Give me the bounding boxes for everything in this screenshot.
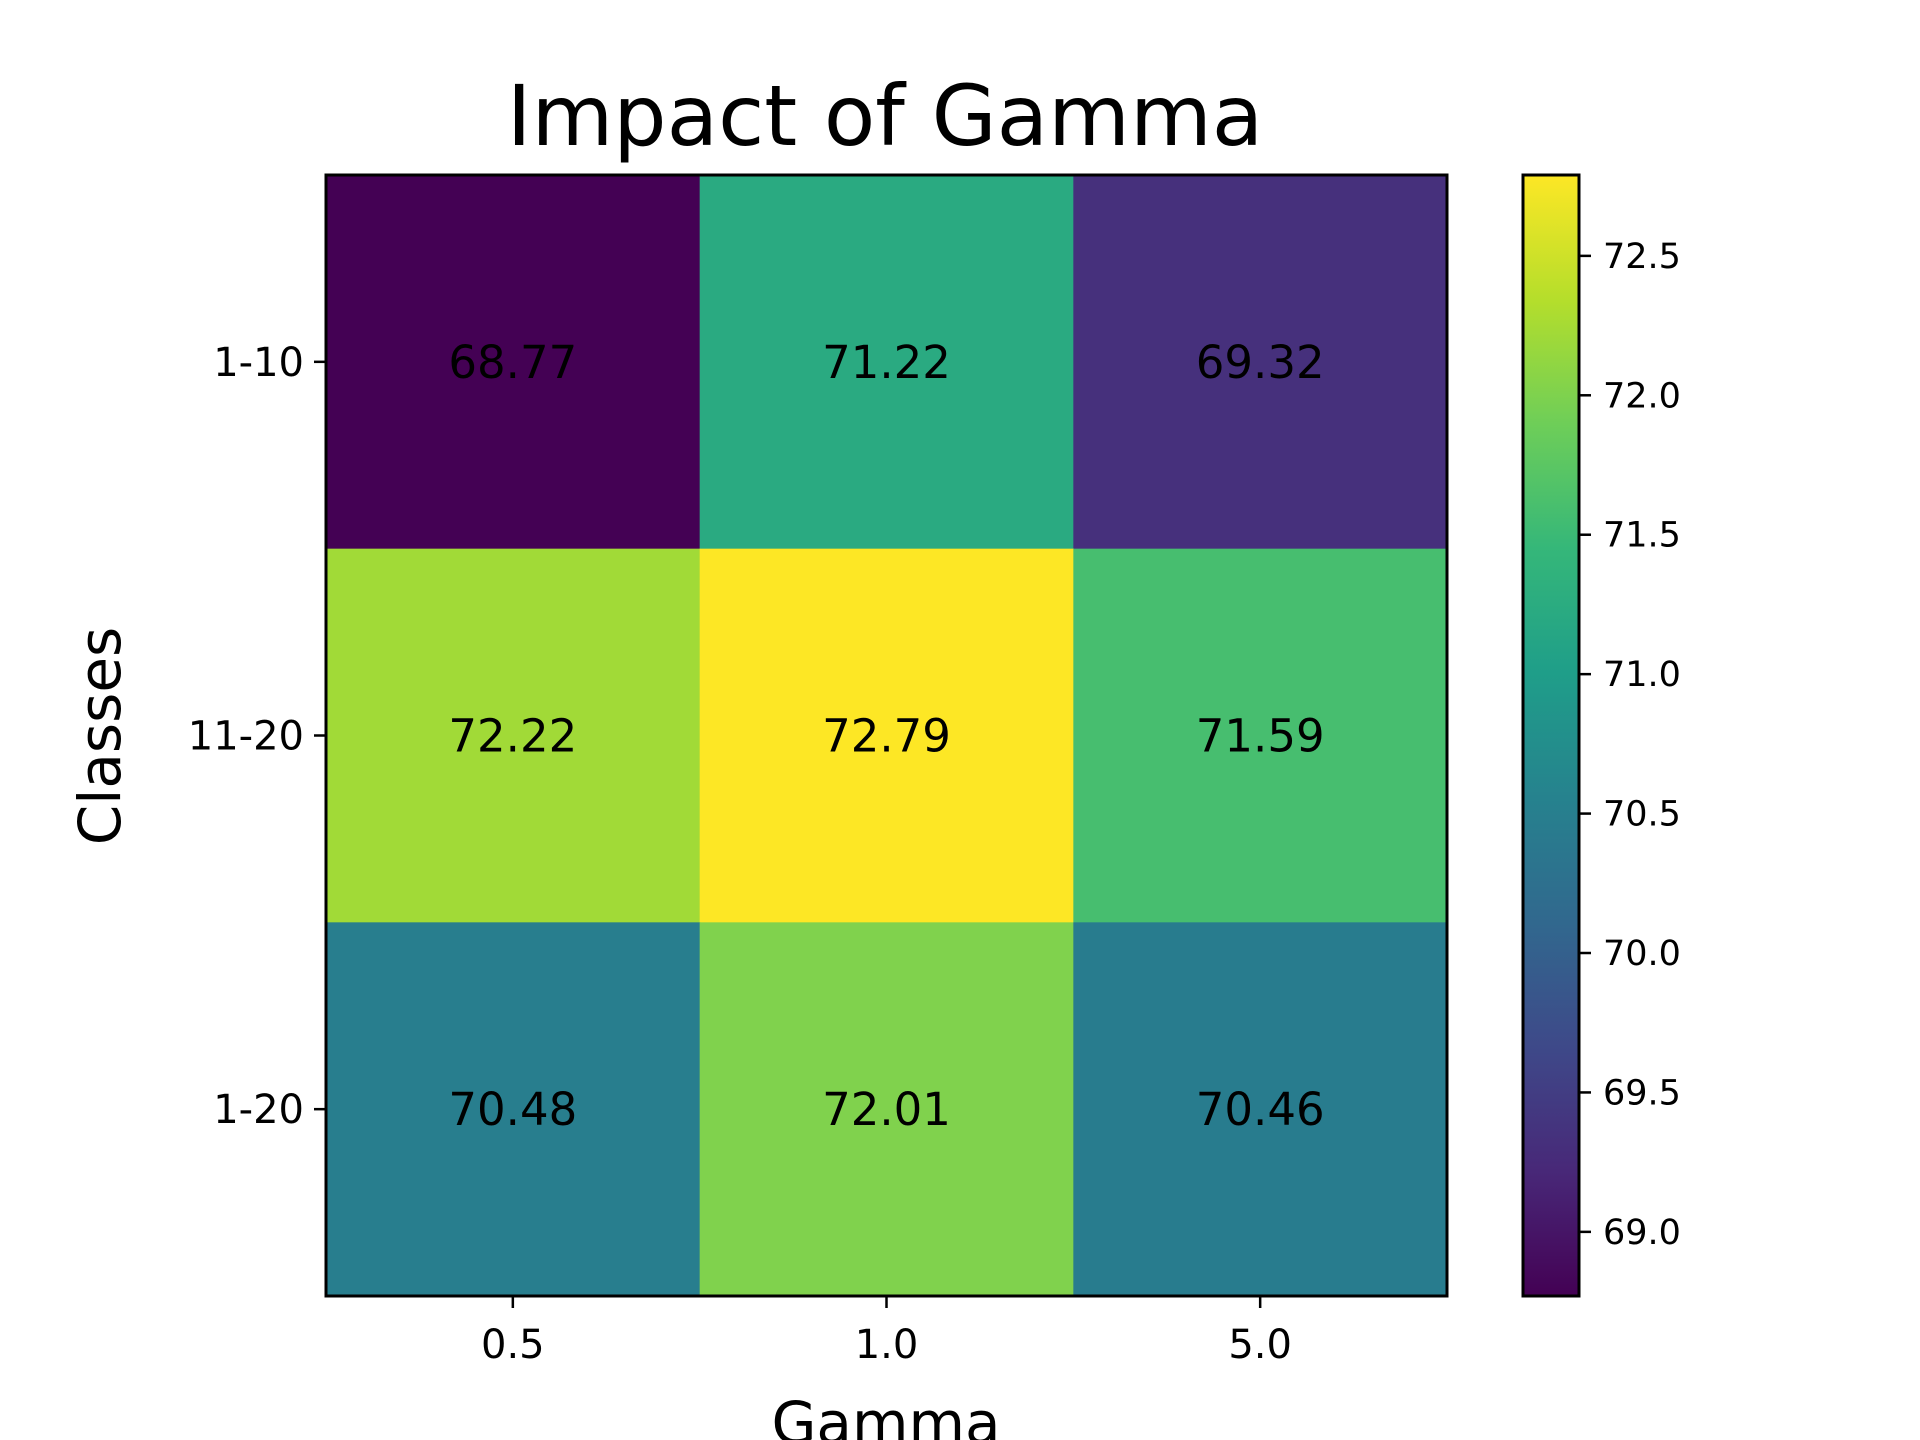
cell-value-label: 71.22: [822, 336, 951, 389]
y-axis-label: Classes: [66, 627, 134, 846]
colorbar-frame: [1521, 173, 1581, 1298]
cell-value-label: 72.79: [822, 710, 951, 763]
heatmap-cell: [1073, 922, 1448, 1297]
chart-title: Impact of Gamma: [507, 67, 1264, 165]
colorbar-tick-label: 69.0: [1603, 1213, 1681, 1253]
cell-value-label: 72.22: [448, 710, 577, 763]
x-tick-label: 0.5: [481, 1322, 545, 1368]
colorbar-tick-label: 69.5: [1603, 1073, 1681, 1113]
heatmap-cell: [326, 175, 701, 550]
colorbar-tick-label: 70.5: [1603, 795, 1681, 835]
colorbar-tick-label: 71.0: [1603, 655, 1681, 695]
heatmap-cell: [1073, 175, 1448, 550]
y-tick-label: 11-20: [188, 714, 304, 760]
colorbar-tick-label: 70.0: [1603, 934, 1681, 974]
colorbar-tick-label: 72.0: [1603, 376, 1681, 416]
cell-value-label: 68.77: [448, 336, 577, 389]
cell-value-label: 71.59: [1196, 710, 1325, 763]
heatmap-cell: [699, 922, 1074, 1297]
cell-value-label: 70.48: [448, 1083, 577, 1136]
heatmap-cell: [326, 922, 701, 1297]
colorbar-tick-label: 71.5: [1603, 516, 1681, 556]
heatmap-cell: [699, 175, 1074, 550]
x-tick-label: 5.0: [1228, 1322, 1292, 1368]
cell-value-label: 70.46: [1196, 1083, 1325, 1136]
cell-value-label: 72.01: [822, 1083, 951, 1136]
heatmap-cell: [326, 548, 701, 923]
heatmap-cell: [699, 548, 1074, 923]
x-tick-label: 1.0: [855, 1322, 919, 1368]
cell-value-label: 69.32: [1196, 336, 1325, 389]
y-tick-label: 1-20: [213, 1087, 304, 1133]
colorbar-tick-label: 72.5: [1603, 237, 1681, 277]
y-tick-label: 1-10: [213, 340, 304, 386]
x-axis-label: Gamma: [771, 1389, 1000, 1440]
heatmap-cell: [1073, 548, 1448, 923]
colorbar: [1523, 175, 1579, 1296]
